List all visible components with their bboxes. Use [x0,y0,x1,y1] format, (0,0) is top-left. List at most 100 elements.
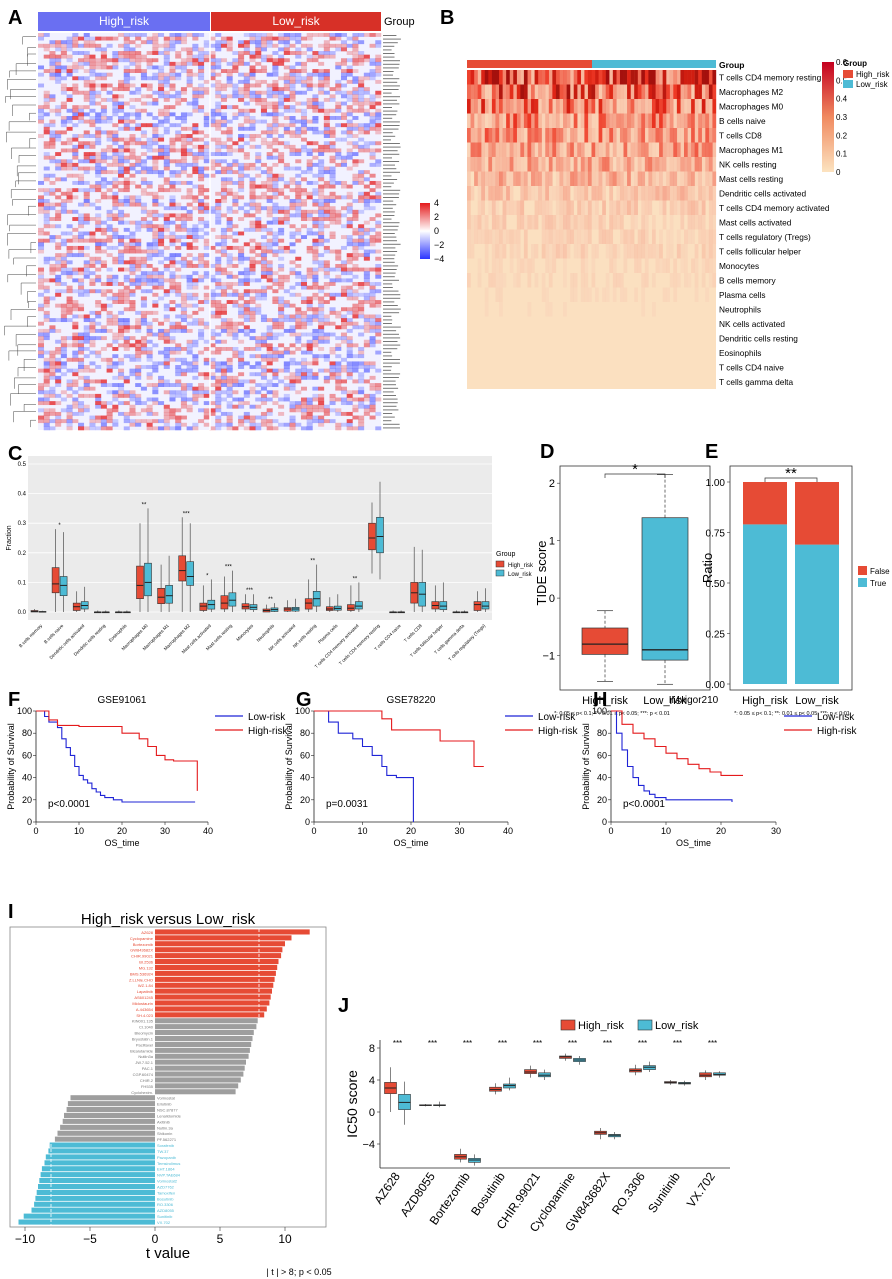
heatmap-a-cell [38,350,45,355]
heatmap-a-cell [260,227,267,232]
heatmap-a-cell [346,339,353,344]
heatmap-b-cell [559,229,564,244]
heatmap-a-cell [272,65,279,70]
heatmap-a-cell [238,365,245,369]
heatmap-a-cell [363,144,370,149]
heatmap-a-cell [272,141,279,146]
heatmap-a-cell [209,116,216,120]
heatmap-a-cell [272,354,279,359]
heatmap-a-cell [192,61,199,66]
heatmap-a-cell [78,282,85,286]
heatmap-a-cell [375,162,382,167]
heatmap-a-cell [323,76,330,81]
heatmap-a-cell [95,166,102,171]
heatmap-a-cell [43,97,50,102]
heatmap-b-cell [605,244,610,259]
heatmap-b-cell [701,258,706,273]
heatmap-a-cell [283,318,290,323]
heatmap-b-cell [570,157,574,172]
heatmap-a-cell [329,220,336,225]
heatmap-a-cell [226,83,233,88]
heatmap-a-cell [209,375,216,380]
heatmap-a-cell [66,393,73,398]
heatmap-a-cell [278,112,285,117]
heatmap-a-cell [266,199,273,203]
heatmap-a-cell [78,393,85,398]
heatmap-a-cell [118,260,125,265]
heatmap-b-cell [516,84,521,99]
heatmap-b-cell [516,200,521,215]
heatmap-a-cell [55,267,62,272]
heatmap-a-cell [203,224,210,229]
heatmap-a-cell [340,180,347,185]
heatmap-a-cell [318,354,325,359]
heatmap-a-cell [283,36,290,41]
heatmap-a-cell [95,76,102,81]
heatmap-a-cell [198,386,205,391]
heatmap-a-cell [49,372,56,377]
heatmap-a-cell [226,274,233,279]
heatmap-a-cell [232,292,239,297]
heatmap-a-cell [158,195,165,200]
heatmap-b-cell [484,258,489,273]
heatmap-a-cell [300,148,307,153]
heatmap-a-cell [163,361,170,366]
heatmap-b-cell [580,215,585,230]
heatmap-a-cell [198,65,205,70]
heatmap-a-cell [363,206,370,211]
heatmap-a-cell [255,195,262,200]
heatmap-b-cell [523,215,528,230]
heatmap-a-cell [306,368,313,373]
heatmap-a-cell [152,383,159,387]
heatmap-b-cell [541,229,546,244]
heatmap-a-cell [340,401,347,406]
panel-c-boxplot: 0.00.10.20.30.40.5B cells memory B cells … [6,456,534,669]
heatmap-b-cell [683,142,688,157]
heatmap-b-cell [580,287,585,302]
heatmap-a-cell [152,33,159,37]
heatmap-a-cell [318,332,325,337]
heatmap-b-cell [499,128,503,143]
heatmap-b-cell [609,113,614,128]
heatmap-a-cell [266,195,273,200]
heatmap-a-cell [260,285,267,290]
heatmap-b-cell [499,70,503,85]
heatmap-a-cell [89,141,96,146]
heatmap-a-cell [55,65,62,70]
heatmap-a-cell [215,404,222,409]
heatmap-a-cell [358,123,365,128]
heatmap-a-cell [152,368,159,373]
heatmap-a-cell [318,238,325,243]
heatmap-a-cell [375,328,382,333]
heatmap-a-cell [266,332,273,337]
heatmap-a-cell [118,209,125,214]
heatmap-b-cell [595,142,599,157]
heatmap-a-cell [169,321,176,326]
heatmap-a-cell [100,51,107,55]
heatmap-a-cell [226,235,233,240]
heatmap-a-cell [346,422,353,427]
gene-label-tick [383,45,395,47]
heatmap-a-cell [186,227,193,232]
heatmap-a-cell [118,390,125,395]
heatmap-a-cell [295,130,302,135]
heatmap-a-cell [306,152,313,157]
heatmap-a-cell [175,123,182,128]
heatmap-b-cell [541,200,546,215]
heatmap-a-cell [163,339,170,344]
heatmap-a-cell [106,144,113,149]
heatmap-a-cell [323,199,330,203]
heatmap-b-cell [619,273,624,288]
heatmap-a-cell [140,209,147,214]
heatmap-b-cell [573,142,578,157]
heatmap-a-cell [83,199,90,203]
heatmap-a-cell [49,296,56,301]
gene-label-tick [383,355,393,357]
heatmap-a-cell [215,282,222,286]
heatmap-a-cell [95,224,102,229]
heatmap-a-cell [243,256,250,261]
heatmap-a-cell [226,285,233,290]
heatmap-a-cell [192,90,199,95]
heatmap-a-cell [123,47,130,52]
heatmap-a-cell [140,419,147,424]
